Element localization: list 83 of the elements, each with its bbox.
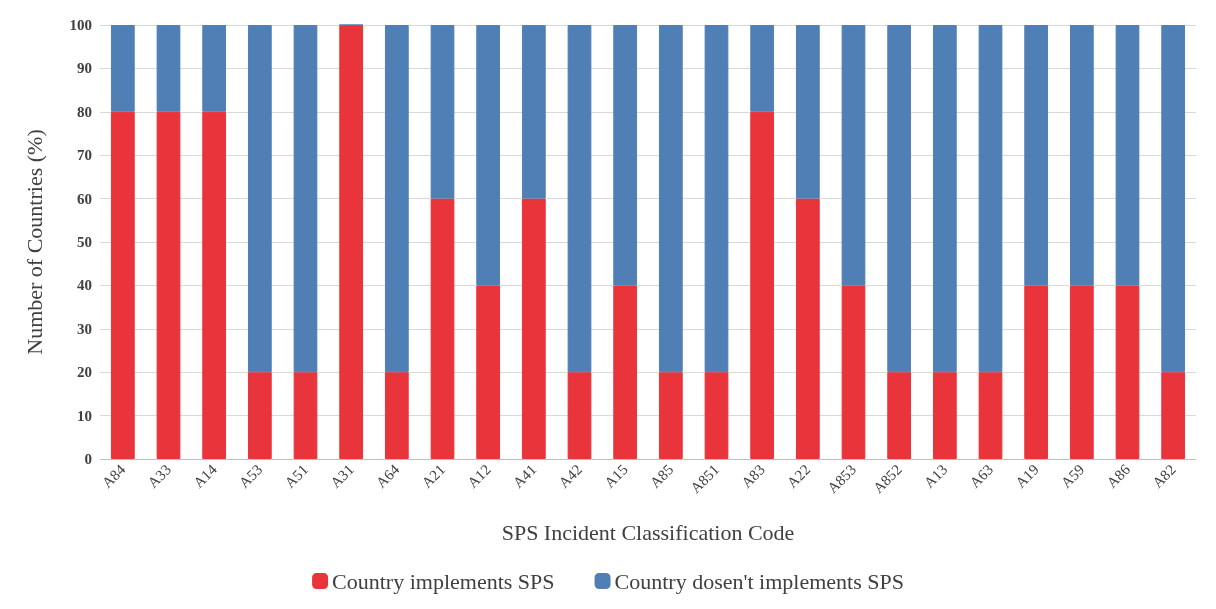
bar — [1161, 25, 1186, 373]
y-tick-label: 100 — [69, 17, 92, 33]
bar — [658, 372, 683, 459]
x-tick-label: A31 — [327, 461, 357, 491]
bar — [110, 111, 135, 459]
bar — [887, 25, 912, 373]
bar — [704, 372, 729, 459]
bar — [1115, 285, 1140, 459]
y-tick-label: 10 — [77, 407, 92, 424]
x-tick-label: A64 — [372, 460, 403, 491]
x-tick-label: A12 — [464, 461, 494, 491]
bar — [293, 25, 318, 373]
bar — [932, 372, 957, 459]
bar — [795, 25, 820, 199]
bar — [247, 25, 272, 373]
x-tick-label: A14 — [190, 460, 221, 491]
legend-label: Country dosen't implements SPS — [614, 568, 904, 594]
x-axis-title: SPS Incident Classification Code — [501, 519, 795, 545]
x-tick-label: A53 — [235, 461, 266, 491]
bar — [613, 25, 638, 286]
bar — [841, 285, 866, 459]
bar — [202, 111, 227, 459]
bar — [293, 372, 318, 459]
bar — [430, 25, 455, 199]
bar — [750, 25, 775, 112]
bar — [156, 25, 181, 112]
bar — [750, 111, 775, 459]
legend-label: Country implements SPS — [332, 568, 555, 594]
bar — [613, 285, 638, 459]
x-tick-label: A21 — [418, 461, 449, 491]
x-tick-label: A41 — [509, 461, 540, 491]
bar — [1115, 25, 1140, 286]
bar — [110, 25, 135, 112]
bar — [202, 25, 227, 112]
bar — [795, 198, 820, 459]
bar — [1024, 25, 1049, 286]
x-tick-label: A85 — [646, 461, 677, 491]
y-tick-label: 60 — [77, 190, 92, 207]
y-tick-label: 70 — [77, 147, 92, 164]
y-tick-label: 30 — [77, 320, 92, 337]
bar — [1069, 285, 1094, 459]
bar — [658, 25, 683, 373]
bar — [978, 372, 1003, 459]
y-tick-label: 90 — [77, 60, 92, 77]
x-tick-label: A82 — [1149, 461, 1179, 491]
bar — [476, 285, 501, 459]
bar — [521, 25, 546, 199]
bar — [156, 111, 181, 459]
bar — [476, 25, 501, 286]
bar — [384, 25, 409, 373]
x-tick-label: A33 — [144, 461, 175, 491]
bar — [567, 372, 592, 459]
x-tick-label: A84 — [98, 460, 129, 491]
bar — [1069, 25, 1094, 286]
bar — [704, 25, 729, 373]
bar — [384, 372, 409, 459]
x-tick-label: A42 — [555, 461, 586, 491]
y-tick-label: 0 — [84, 451, 92, 467]
x-tick-label: A22 — [783, 461, 814, 491]
x-tick-label: A86 — [1103, 460, 1134, 491]
bar — [1024, 285, 1049, 459]
x-tick-label: A63 — [966, 461, 997, 491]
x-tick-label: A59 — [1057, 461, 1088, 491]
y-tick-label: 80 — [77, 103, 92, 120]
bar — [841, 25, 866, 286]
y-tick-label: 50 — [77, 234, 92, 250]
bar — [521, 198, 546, 459]
bar — [978, 25, 1003, 373]
y-axis-title: Number of Countries (%) — [21, 129, 47, 355]
bar — [1161, 372, 1186, 459]
y-tick-label: 40 — [77, 277, 92, 294]
x-tick-label: A15 — [601, 461, 631, 491]
bar — [567, 25, 592, 373]
bar — [339, 25, 364, 459]
bar — [247, 372, 272, 459]
x-tick-label: A51 — [281, 461, 312, 491]
bar — [430, 198, 455, 459]
y-tick-label: 20 — [77, 364, 92, 381]
bar — [887, 372, 912, 459]
bar — [932, 25, 957, 373]
x-tick-label: A83 — [738, 461, 768, 491]
x-tick-label: A19 — [1012, 461, 1042, 491]
x-tick-label: A13 — [920, 461, 951, 491]
